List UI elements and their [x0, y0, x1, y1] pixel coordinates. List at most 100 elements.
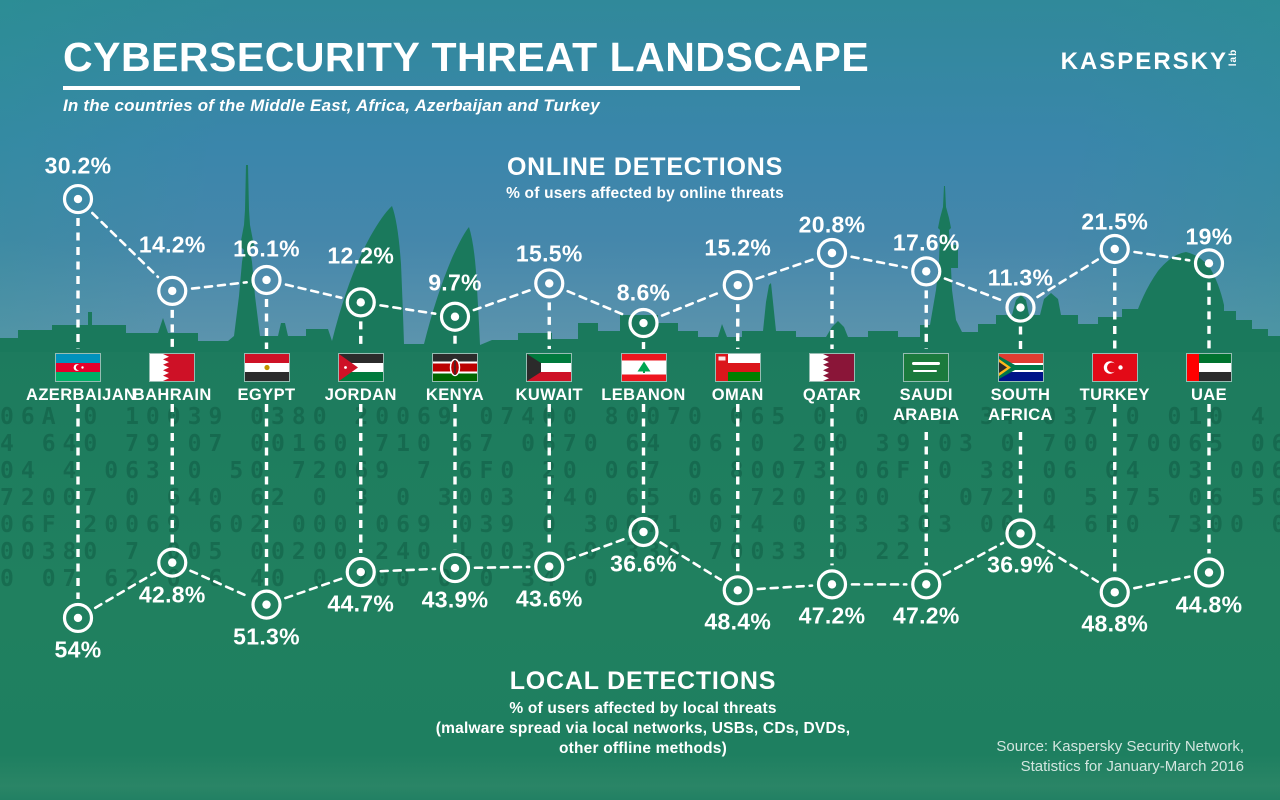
series-dashed-segment — [379, 567, 437, 573]
series-dashed-segment — [1036, 258, 1100, 299]
local-point-marker-dot — [1110, 588, 1119, 597]
local-value-label: 42.8% — [138, 581, 206, 608]
series-dashed-segment — [473, 565, 531, 570]
local-value-label: 44.7% — [327, 590, 395, 617]
online-value-label: 30.2% — [44, 152, 112, 179]
series-dashed-segment — [566, 289, 627, 317]
local-value-label: 47.2% — [892, 602, 960, 629]
online-value-label: 12.2% — [327, 242, 395, 269]
online-point-marker-dot — [545, 279, 554, 288]
country-label: AZERBAIJAN — [26, 386, 137, 404]
online-value-label: 9.7% — [428, 269, 482, 296]
code-texture-row: 06A 0 10039 0380 20069 07400 80070 065 0… — [0, 404, 1280, 430]
local-point-marker-dot — [450, 563, 460, 573]
series-dashed-segment — [850, 255, 908, 269]
page-title: CYBERSECURITY THREAT LANDSCAPE — [63, 34, 870, 80]
local-value-label: 54% — [54, 636, 102, 663]
online-value-label: 20.8% — [798, 211, 866, 238]
local-value-label: 48.8% — [1081, 610, 1149, 637]
series-dashed-segment — [472, 288, 532, 312]
country-label: SOUTH AFRICA — [988, 386, 1053, 424]
local-detections-subtitle-line2: (malware spread via local networks, USBs… — [435, 720, 851, 737]
local-point-marker-dot — [733, 586, 742, 595]
local-point-marker-ring — [628, 516, 659, 548]
country-label: JORDAN — [324, 386, 397, 404]
country-label: KENYA — [425, 386, 485, 404]
online-value-label: 16.1% — [233, 235, 300, 262]
local-point-marker-ring — [534, 551, 565, 582]
online-point-marker-ring — [628, 307, 659, 339]
local-point-marker-ring — [1099, 577, 1130, 608]
online-point-marker-ring — [251, 264, 282, 296]
flag-lebanon-icon — [620, 353, 667, 382]
local-point-marker-dot — [922, 580, 931, 589]
title-underline — [63, 86, 800, 90]
flag-kenya-icon — [432, 353, 478, 382]
online-point-marker-dot — [827, 248, 837, 258]
local-value-label: 36.9% — [987, 551, 1054, 578]
online-point-marker-dot — [1016, 303, 1025, 312]
online-value-label: 19% — [1185, 223, 1233, 250]
flag-egypt-icon — [243, 353, 290, 382]
local-point-marker-dot — [639, 527, 648, 537]
kaspersky-logo: KASPERSKY — [1060, 48, 1228, 75]
flag-bahrain-icon — [149, 353, 196, 382]
flag-turkey-icon — [1091, 353, 1138, 382]
local-point-marker-ring — [911, 569, 942, 600]
online-point-marker-dot — [922, 267, 931, 276]
online-point-marker-ring — [62, 183, 94, 215]
series-dashed-segment — [755, 258, 815, 280]
series-dashed-segment — [91, 211, 160, 279]
country-label: UAE — [1190, 386, 1228, 404]
flag-saudi-arabia-icon — [903, 353, 950, 382]
local-point-marker-ring — [157, 547, 188, 578]
local-value-label: 47.2% — [798, 602, 866, 629]
series-dashed-segment — [756, 584, 814, 591]
online-point-marker-ring — [816, 237, 848, 269]
online-point-marker-dot — [168, 286, 177, 296]
flag-uae-icon — [1186, 353, 1232, 382]
series-dashed-segment — [943, 277, 1004, 302]
local-value-label: 43.9% — [421, 586, 489, 613]
series-dashed-segment — [566, 537, 627, 561]
series-dashed-segment — [659, 541, 723, 582]
series-dashed-segment — [190, 280, 248, 290]
local-point-marker-dot — [73, 613, 83, 623]
online-value-label: 15.5% — [515, 240, 583, 267]
code-texture-row: 00380 7 005 00200 240 L003 60 330 70033 … — [0, 539, 918, 565]
flag-azerbaijan-icon — [55, 353, 101, 382]
country-label: QATAR — [802, 386, 862, 404]
flag-jordan-icon — [337, 353, 384, 382]
local-point-marker-ring — [1193, 557, 1225, 588]
online-point-marker-dot — [356, 298, 365, 307]
online-point-marker-dot — [639, 318, 648, 328]
local-point-marker-ring — [251, 589, 282, 620]
local-value-label: 44.8% — [1175, 591, 1243, 617]
online-point-marker-dot — [73, 194, 83, 204]
source-note: Source: Kaspersky Security Network, Stat… — [996, 737, 1244, 777]
local-point-marker-dot — [1016, 529, 1025, 538]
code-texture-row: 0 07 62 0 6 40 0 200 0 0 34 0 — [0, 566, 605, 592]
local-point-marker-dot — [545, 562, 554, 571]
country-label: LEBANON — [601, 386, 686, 404]
country-label: EGYPT — [237, 386, 296, 404]
flag-qatar-icon — [809, 353, 855, 382]
online-point-marker-dot — [262, 275, 271, 285]
page-subtitle: In the countries of the Middle East, Afr… — [63, 96, 600, 115]
online-point-marker-ring — [534, 268, 565, 299]
local-point-marker-ring — [722, 575, 753, 606]
online-point-marker-dot — [1110, 244, 1119, 254]
flag-south-africa-icon — [997, 353, 1044, 382]
local-point-marker-dot — [827, 580, 837, 589]
flag-oman-icon — [714, 353, 761, 382]
local-point-marker-dot — [168, 558, 177, 567]
kaspersky-logo-lab: lab — [1227, 48, 1239, 67]
local-point-marker-dot — [1204, 568, 1214, 577]
online-value-label: 8.6% — [616, 279, 671, 306]
flag-kuwait-icon — [526, 353, 573, 382]
online-point-marker-ring — [1193, 248, 1225, 279]
code-texture-row: 04 4 063 0 50 72069 7 6F0 20 067 0 80073… — [0, 458, 1280, 484]
online-point-marker-ring — [1099, 233, 1130, 265]
online-point-marker-dot — [733, 280, 742, 290]
